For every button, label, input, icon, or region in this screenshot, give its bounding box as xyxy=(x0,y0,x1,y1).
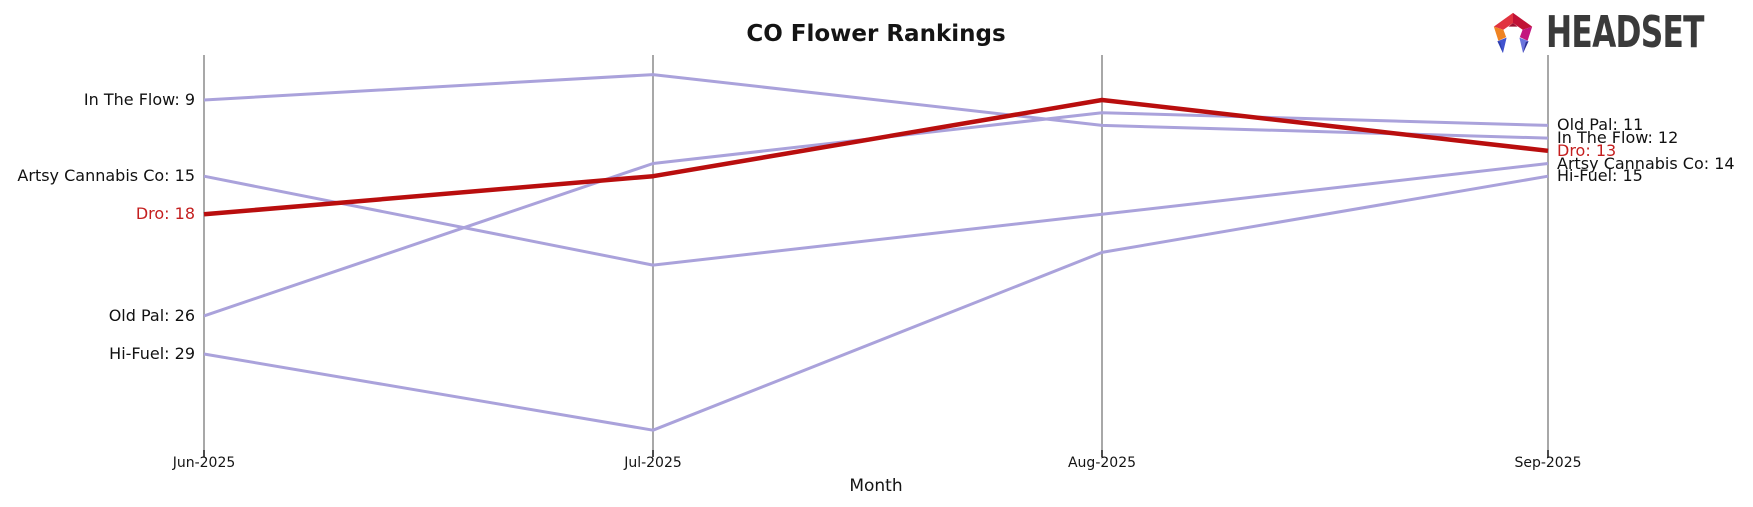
end-label: Artsy Cannabis Co: 14 xyxy=(1557,153,1735,173)
series-line-in-the-flow xyxy=(203,73,1549,140)
headset-logo-icon xyxy=(1493,12,1533,54)
x-tick-label: Aug-2025 xyxy=(1067,455,1137,471)
x-tick-label: Jun-2025 xyxy=(172,455,236,471)
series-line-old-pal xyxy=(203,111,1549,318)
start-label: Hi-Fuel: 29 xyxy=(109,344,195,363)
end-label: Dro: 13 xyxy=(1557,140,1617,160)
series-line-hi-fuel xyxy=(203,174,1549,432)
series-line-artsy-cannabis-co xyxy=(203,162,1549,267)
x-axis-label: Month xyxy=(849,476,903,496)
x-tick-label: Sep-2025 xyxy=(1514,455,1582,471)
x-tick-label: Jul-2025 xyxy=(624,455,682,471)
series-line-dro xyxy=(203,97,1549,217)
brand-logo: HEADSET xyxy=(1489,10,1753,56)
start-label: In The Flow: 9 xyxy=(83,90,195,109)
chart-title: CO Flower Rankings xyxy=(746,21,1006,47)
start-label: Artsy Cannabis Co: 15 xyxy=(17,166,195,186)
start-label: Dro: 18 xyxy=(135,204,195,224)
end-label: Hi-Fuel: 15 xyxy=(1557,166,1643,186)
end-label: Old Pal: 11 xyxy=(1557,115,1644,135)
end-label: In The Flow: 12 xyxy=(1557,128,1679,148)
brand-logo-text: HEADSET xyxy=(1546,7,1704,58)
start-label: Old Pal: 26 xyxy=(108,305,195,325)
